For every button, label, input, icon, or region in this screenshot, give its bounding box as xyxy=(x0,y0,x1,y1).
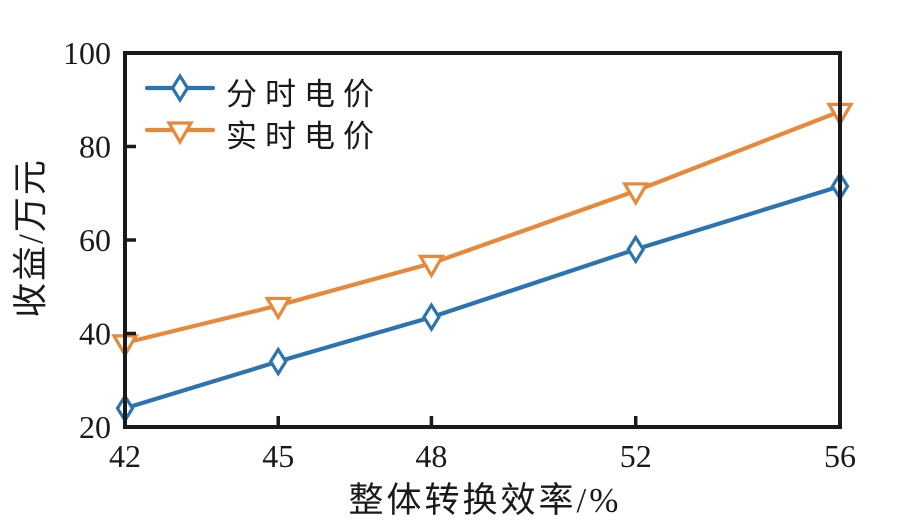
legend-label-time-of-use-price: 分时电价 xyxy=(226,77,382,112)
x-tick-label-45: 45 xyxy=(262,438,294,474)
y-tick-label-40: 40 xyxy=(79,316,111,352)
plot-border xyxy=(123,51,842,429)
y-tick-label-60: 60 xyxy=(79,222,111,258)
x-axis-title: 整体转换效率/% xyxy=(348,481,622,520)
y-tick-label-80: 80 xyxy=(79,129,111,165)
y-tick-label-100: 100 xyxy=(63,35,111,71)
x-tick-label-56: 56 xyxy=(824,438,856,474)
y-tick-label-20: 20 xyxy=(79,409,111,445)
series-line-0 xyxy=(122,184,843,411)
series-0-marker-3 xyxy=(626,234,646,265)
series-0-marker-1 xyxy=(268,346,288,377)
series-1-marker-1 xyxy=(264,296,292,321)
series-1-marker-3 xyxy=(621,182,650,207)
x-tick-label-48: 48 xyxy=(415,438,447,474)
legend-sample-marker-1 xyxy=(166,121,194,146)
series-1-marker-2 xyxy=(417,254,446,279)
y-axis-title: 收益/万元 xyxy=(11,158,51,318)
series-0-marker-2 xyxy=(422,302,441,333)
legend-label-real-time-price: 实时电价 xyxy=(226,119,382,154)
x-tick-label-52: 52 xyxy=(620,438,652,474)
legend-sample-marker-0 xyxy=(170,72,190,104)
x-tick-label-42: 42 xyxy=(109,438,141,474)
